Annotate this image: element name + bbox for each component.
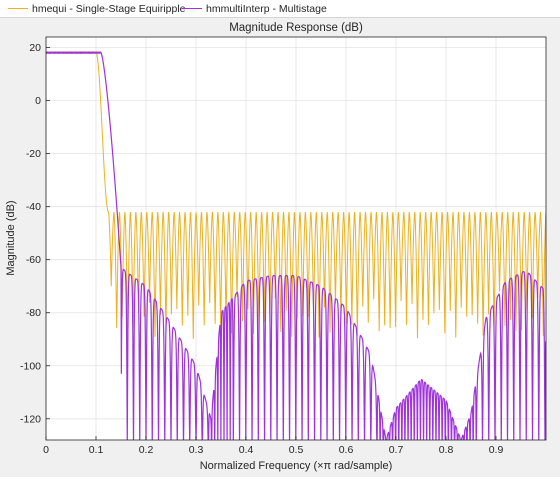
y-tick-label: -40 xyxy=(26,201,41,213)
x-tick-label: 0.8 xyxy=(439,444,454,456)
series-line-multistage xyxy=(46,51,546,440)
legend-label-single-stage: hmequi - Single-Stage Equiripple xyxy=(32,2,186,15)
x-tick-label: 0.5 xyxy=(289,444,304,456)
legend-item-multistage[interactable]: hmmultiInterp - Multistage xyxy=(182,2,327,15)
x-axis: 0 0.1 0.2 0.3 0.4 0.5 0.6 0.7 0.8 0.9 xyxy=(43,436,503,456)
x-tick-label: 0.7 xyxy=(389,444,404,456)
y-tick-label: -80 xyxy=(26,307,41,319)
y-tick-label: -120 xyxy=(20,413,41,425)
legend: hmequi - Single-Stage Equiripple hmmulti… xyxy=(0,0,560,18)
x-tick-label: 0 xyxy=(43,444,49,456)
x-axis-label: Normalized Frequency (×π rad/sample) xyxy=(200,460,393,472)
y-tick-label: -60 xyxy=(26,254,41,266)
y-axis-label: Magnitude (dB) xyxy=(5,200,17,275)
x-tick-label: 0.3 xyxy=(189,444,204,456)
y-tick-label: -20 xyxy=(26,148,41,160)
x-tick-label: 0.1 xyxy=(89,444,104,456)
legend-item-single-stage[interactable]: hmequi - Single-Stage Equiripple xyxy=(8,2,186,15)
x-tick-label: 0.6 xyxy=(339,444,354,456)
legend-swatch-single-stage xyxy=(8,7,28,10)
y-tick-label: 20 xyxy=(29,42,41,54)
x-tick-label: 0.2 xyxy=(139,444,154,456)
legend-swatch-multistage xyxy=(182,7,202,10)
legend-label-multistage: hmmultiInterp - Multistage xyxy=(206,2,327,15)
y-tick-label: -100 xyxy=(20,360,41,372)
y-axis: 20 0 -20 -40 -60 -80 -100 -120 xyxy=(20,42,50,425)
chart-title: Magnitude Response (dB) xyxy=(229,22,363,34)
x-tick-label: 0.4 xyxy=(239,444,254,456)
y-tick-label: 0 xyxy=(35,95,41,107)
x-tick-label: 0.9 xyxy=(489,444,504,456)
